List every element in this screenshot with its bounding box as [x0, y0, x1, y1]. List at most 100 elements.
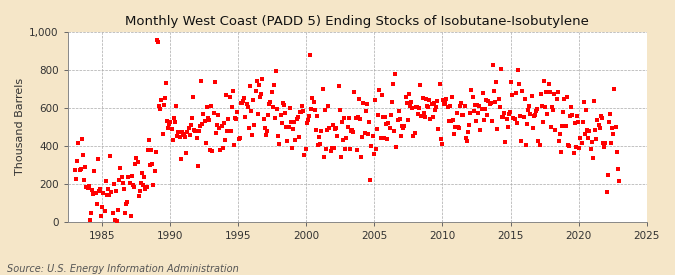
Point	[399, 123, 410, 128]
Point	[459, 104, 470, 108]
Point	[182, 130, 193, 134]
Point	[233, 137, 244, 142]
Point	[202, 116, 213, 120]
Point	[607, 126, 618, 131]
Point	[482, 112, 493, 117]
Point	[258, 116, 269, 121]
Point	[149, 169, 160, 173]
Point	[429, 101, 439, 106]
Point	[113, 208, 124, 213]
Point	[338, 138, 348, 142]
Point	[201, 105, 212, 109]
Point	[372, 126, 383, 131]
Point	[279, 111, 290, 115]
Point	[390, 72, 401, 76]
Point	[180, 134, 190, 139]
Point	[398, 125, 408, 130]
Point	[494, 104, 505, 109]
Point	[408, 134, 419, 138]
Point	[346, 128, 356, 133]
Point	[570, 145, 581, 149]
Point	[287, 146, 298, 150]
Point	[294, 110, 305, 114]
Point	[261, 133, 271, 138]
Point	[465, 111, 476, 115]
Point	[530, 113, 541, 117]
Point	[298, 109, 308, 113]
Point	[219, 120, 230, 125]
Point	[373, 113, 383, 117]
Point	[322, 128, 333, 133]
Point	[290, 138, 301, 142]
Point	[205, 148, 215, 152]
Point	[240, 114, 251, 119]
Point	[460, 136, 471, 141]
Point	[520, 142, 531, 147]
Point	[432, 99, 443, 104]
Point	[313, 142, 323, 147]
Point	[226, 105, 237, 109]
Point	[558, 109, 569, 114]
Point	[249, 122, 260, 127]
Point	[192, 164, 203, 168]
Point	[122, 200, 133, 204]
Point	[329, 126, 340, 131]
Point	[140, 187, 151, 192]
Point	[123, 175, 134, 179]
Point	[181, 151, 192, 155]
Point	[191, 135, 202, 140]
Point	[547, 105, 558, 109]
Point	[469, 103, 480, 108]
Point	[540, 105, 551, 109]
Point	[490, 100, 501, 104]
Point	[354, 117, 365, 121]
Point	[512, 68, 523, 72]
Point	[104, 193, 115, 197]
Point	[564, 144, 574, 149]
Point	[544, 90, 555, 94]
Point	[572, 114, 583, 119]
Point	[101, 179, 111, 183]
Point	[176, 130, 187, 134]
Point	[444, 103, 455, 108]
Point	[101, 193, 112, 197]
Point	[508, 116, 519, 120]
Point	[148, 183, 159, 188]
Point	[612, 150, 622, 154]
Point	[344, 116, 354, 120]
Point	[333, 83, 344, 88]
Point	[472, 111, 483, 115]
Point	[468, 108, 479, 113]
Point	[567, 113, 578, 117]
Point	[159, 96, 170, 100]
Point	[161, 80, 171, 85]
Point	[297, 104, 308, 109]
Point	[499, 111, 510, 116]
Point	[186, 116, 197, 120]
Point	[190, 129, 201, 133]
Point	[404, 104, 415, 109]
Point	[516, 139, 526, 143]
Point	[497, 115, 508, 119]
Point	[379, 115, 390, 119]
Point	[138, 183, 148, 188]
Point	[543, 82, 554, 86]
Point	[362, 132, 373, 136]
Point	[324, 125, 335, 130]
Point	[91, 202, 102, 206]
Point	[342, 125, 353, 129]
Point	[241, 102, 252, 106]
Point	[594, 126, 605, 130]
Point	[224, 95, 235, 99]
Point	[354, 97, 364, 101]
Point	[208, 111, 219, 115]
Point	[211, 131, 221, 136]
Point	[223, 117, 234, 121]
Point	[383, 120, 394, 125]
Point	[232, 109, 243, 114]
Point	[612, 166, 623, 171]
Point	[509, 117, 520, 122]
Point	[587, 155, 598, 160]
Point	[441, 97, 452, 101]
Point	[532, 107, 543, 111]
